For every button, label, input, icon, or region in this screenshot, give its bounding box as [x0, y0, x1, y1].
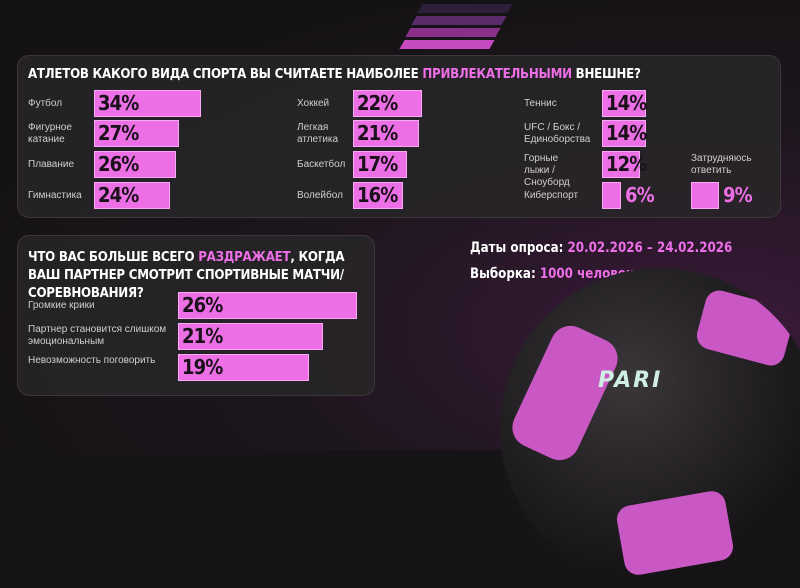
bar — [353, 151, 407, 178]
bar-value: 17% — [357, 152, 398, 176]
bar-label: Теннис — [524, 98, 557, 109]
bar — [602, 151, 640, 178]
bar-value: 6% — [624, 183, 655, 207]
bar — [353, 90, 423, 117]
bar — [178, 323, 323, 350]
bar — [691, 182, 720, 209]
bar — [94, 182, 170, 209]
bar-label: UFC / Бокс / Единоборства — [524, 122, 591, 145]
soccer-ball-image — [500, 268, 800, 588]
bar-label: Футбол — [28, 98, 63, 109]
bar-value: 22% — [357, 91, 398, 115]
pari-logo: PARI — [598, 368, 663, 393]
decor-stripe — [405, 28, 501, 37]
survey-dates: Даты опроса: 20.02.2026 – 24.02.2026 — [470, 240, 733, 256]
bar — [602, 90, 647, 117]
bar-label: Плавание — [28, 159, 75, 170]
bar-label: Фигурное катание — [28, 122, 72, 145]
bar — [602, 182, 621, 209]
bar — [94, 120, 180, 147]
bar-value: 24% — [98, 183, 139, 207]
decor-stripe — [399, 40, 495, 49]
panel-attractive-athletes: Атлетов какого вида спорта вы считаете н… — [17, 55, 781, 218]
bar-value: 27% — [98, 121, 139, 145]
decor-stripe — [417, 4, 513, 13]
panel-title: Что вас больше всего раздражает, когда в… — [28, 249, 345, 301]
bar — [353, 120, 420, 147]
bar-value: 21% — [357, 121, 398, 145]
bar — [353, 182, 404, 209]
bar-label: Невозможность поговорить — [28, 355, 156, 366]
decor-stripe — [411, 16, 507, 25]
bar-value: 26% — [98, 152, 139, 176]
bar-value: 19% — [182, 355, 223, 379]
bar-label: Киберспорт — [524, 190, 579, 201]
bar-value: 21% — [182, 324, 223, 348]
bar — [94, 90, 202, 117]
bar-value: 26% — [182, 293, 223, 317]
panel-title: Атлетов какого вида спорта вы считаете н… — [28, 66, 641, 82]
bar-value: 14% — [606, 91, 647, 115]
panel-annoyance: Что вас больше всего раздражает, когда в… — [17, 235, 375, 396]
bar-label: Затрудняюсь ответить — [691, 153, 752, 176]
bar-label: Легкая атлетика — [297, 122, 339, 145]
bar-value: 34% — [98, 91, 139, 115]
bar-value: 16% — [357, 183, 398, 207]
bar-label: Волейбол — [297, 190, 343, 201]
bar-label: Хоккей — [297, 98, 330, 109]
bar-label: Громкие крики — [28, 300, 95, 311]
bar-value: 9% — [723, 183, 753, 207]
bar-value: 14% — [606, 121, 647, 145]
bar-label: Партнер становится слишком эмоциональным — [28, 324, 167, 347]
bar-label: Гимнастика — [28, 190, 82, 201]
bar-label: Горные лыжи / Сноуборд — [524, 153, 570, 188]
bar — [602, 120, 647, 147]
bar — [178, 292, 358, 319]
bar — [178, 354, 310, 381]
bar-value: 12% — [606, 152, 647, 176]
bar — [94, 151, 176, 178]
bar-label: Баскетбол — [297, 159, 346, 170]
